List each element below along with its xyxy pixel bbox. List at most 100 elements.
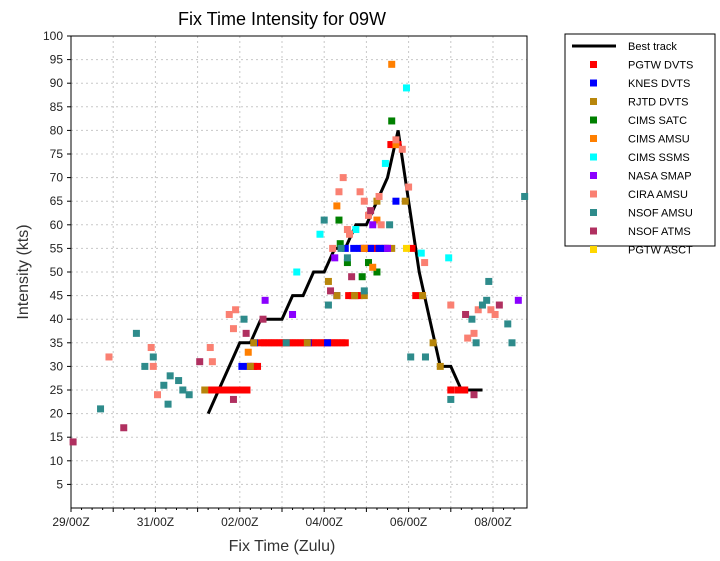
- marker-nsof-amsu: [407, 353, 415, 361]
- marker-pgtw-dvts: [334, 339, 342, 347]
- marker-pgtw-dvts: [447, 386, 455, 394]
- y-tick-label: 90: [50, 76, 64, 90]
- marker-knes-dvts: [375, 244, 383, 252]
- marker-knes-dvts: [324, 339, 332, 347]
- legend-swatch-cims-ssms: [590, 153, 597, 161]
- marker-nasa-smap: [289, 310, 297, 318]
- marker-cira-amsu: [447, 301, 455, 309]
- marker-nsof-amsu: [282, 339, 290, 347]
- marker-pgtw-dvts: [292, 339, 300, 347]
- marker-rjtd-dvts: [436, 362, 444, 370]
- marker-nsof-amsu: [485, 277, 493, 285]
- marker-nsof-amsu: [472, 339, 480, 347]
- marker-cira-amsu: [335, 188, 343, 196]
- marker-nsof-atms: [495, 301, 503, 309]
- legend-swatch-pgtw-dvts: [590, 61, 597, 68]
- x-tick-label: 04/00Z: [306, 515, 343, 529]
- marker-cims-satc: [336, 240, 344, 248]
- marker-rjtd-dvts: [429, 339, 437, 347]
- legend-swatch-nsof-amsu: [590, 209, 597, 216]
- marker-pgtw-dvts: [412, 292, 420, 300]
- legend-label-cira-amsu: CIRA AMSU: [628, 189, 688, 201]
- marker-rjtd-dvts: [201, 386, 209, 394]
- legend-label-pgtw-asct: PGTW ASCT: [628, 245, 693, 257]
- marker-pgtw-asct: [402, 244, 410, 252]
- marker-knes-dvts: [350, 244, 358, 252]
- y-tick-label: 60: [50, 218, 64, 232]
- marker-cira-amsu: [105, 353, 113, 361]
- legend-swatch-knes-dvts: [590, 79, 597, 87]
- marker-cims-ssms: [381, 159, 389, 167]
- y-tick-label: 95: [50, 53, 64, 67]
- marker-nsof-amsu: [508, 339, 516, 347]
- marker-cira-amsu: [392, 136, 400, 144]
- axis-ticks: 5 10 15 20 25 30 35 40 45 50 55 60 65 70 75 80 85 90 95 100…: [43, 29, 515, 529]
- marker-cira-amsu: [346, 230, 354, 238]
- marker-nsof-atms: [229, 395, 237, 403]
- x-tick-label: 02/00Z: [221, 515, 258, 529]
- marker-cira-amsu: [464, 334, 472, 342]
- marker-cira-amsu: [421, 259, 429, 267]
- marker-nasa-smap: [384, 244, 391, 252]
- legend-label-cims-amsu: CIMS AMSU: [628, 134, 690, 146]
- marker-cims-ssms: [316, 230, 324, 238]
- legend-label-pgtw-dvts: PGTW DVTS: [628, 60, 693, 72]
- marker-nsof-atms: [242, 329, 250, 337]
- x-axis-label: Fix Time (Zulu): [229, 538, 336, 555]
- marker-nasa-smap: [369, 221, 377, 229]
- legend-label-best-track: Best track: [628, 41, 677, 53]
- marker-pgtw-dvts: [260, 339, 268, 347]
- marker-cira-amsu: [398, 145, 406, 153]
- chart-title: Fix Time Intensity for 09W: [178, 9, 386, 29]
- x-tick-label: 06/00Z: [390, 515, 427, 529]
- marker-nsof-amsu: [360, 287, 368, 295]
- marker-rjtd-dvts: [324, 277, 332, 285]
- legend-label-rjtd-dvts: RJTD DVTS: [628, 97, 689, 109]
- marker-nsof-atms: [348, 273, 356, 281]
- marker-nasa-smap: [261, 296, 269, 304]
- marker-nsof-amsu: [149, 353, 157, 361]
- y-tick-label: 55: [50, 241, 64, 255]
- marker-rjtd-dvts: [246, 362, 254, 370]
- marker-cims-amsu: [244, 348, 252, 356]
- y-tick-label: 30: [50, 359, 64, 373]
- marker-pgtw-dvts: [239, 386, 247, 394]
- marker-cira-amsu: [225, 310, 233, 318]
- legend-label-nsof-amsu: NSOF AMSU: [628, 208, 693, 220]
- data-series: [69, 60, 529, 446]
- marker-nsof-amsu: [504, 320, 512, 328]
- marker-nsof-atms: [69, 438, 77, 446]
- marker-nsof-amsu: [478, 301, 486, 309]
- legend-swatch-rjtd-dvts: [590, 98, 597, 105]
- y-tick-label: 80: [50, 123, 64, 137]
- marker-rjtd-dvts: [351, 292, 359, 300]
- legend-swatch-nsof-atms: [590, 227, 597, 235]
- marker-nsof-amsu: [386, 221, 394, 229]
- marker-nsof-atms: [120, 424, 128, 432]
- legend: Best track PGTW DVTS KNES DVTS RJTD DVTS CIM…: [564, 33, 716, 257]
- y-tick-label: 50: [50, 265, 64, 279]
- marker-cims-amsu: [388, 60, 396, 68]
- y-tick-label: 65: [50, 194, 64, 208]
- x-tick-label: 31/00Z: [137, 515, 174, 529]
- marker-cira-amsu: [470, 329, 478, 337]
- y-tick-label: 5: [56, 477, 63, 491]
- marker-pgtw-dvts: [229, 386, 237, 394]
- x-tick-label: 29/00Z: [52, 515, 89, 529]
- marker-cims-amsu: [360, 244, 368, 252]
- marker-cims-ssms: [352, 226, 360, 234]
- y-tick-label: 85: [50, 100, 64, 114]
- marker-nsof-amsu: [521, 192, 529, 200]
- marker-nsof-amsu: [175, 377, 183, 385]
- marker-knes-dvts: [356, 244, 364, 252]
- marker-nsof-amsu: [483, 296, 491, 304]
- marker-cims-amsu: [373, 216, 381, 224]
- marker-cims-ssms: [402, 84, 410, 92]
- marker-nsof-atms: [259, 315, 267, 323]
- marker-cira-amsu: [377, 221, 385, 229]
- marker-nsof-atms: [462, 310, 470, 318]
- marker-cims-amsu: [392, 141, 400, 149]
- marker-cims-satc: [358, 273, 366, 281]
- marker-pgtw-dvts: [461, 386, 469, 394]
